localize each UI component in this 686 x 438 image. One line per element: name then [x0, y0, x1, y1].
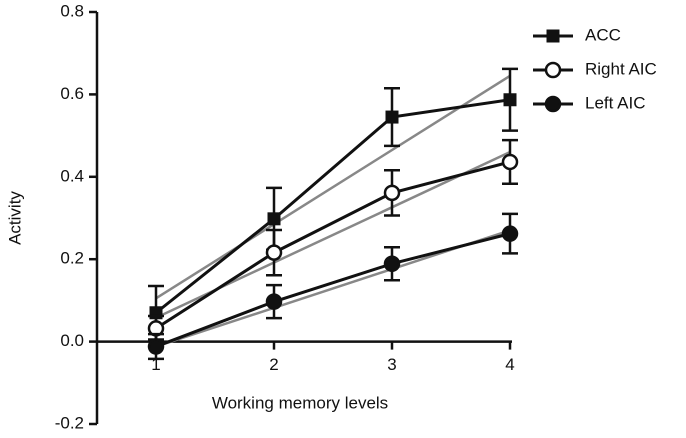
x-axis-label: Working memory levels: [212, 393, 388, 412]
marker: [501, 225, 519, 242]
legend-label: Right AIC: [585, 59, 657, 78]
marker: [503, 93, 517, 107]
marker: [385, 110, 399, 124]
marker: [383, 255, 401, 272]
marker: [265, 293, 283, 310]
y-tick-label: 0.0: [60, 331, 84, 350]
y-tick-label: -0.2: [55, 413, 84, 432]
y-tick-label: 0.8: [60, 1, 84, 20]
legend-label: ACC: [585, 25, 621, 44]
marker: [501, 153, 519, 171]
y-tick-label: 0.2: [60, 249, 84, 268]
trend-line: [155, 74, 511, 300]
series-line: [155, 232, 511, 348]
y-tick-label: 0.6: [60, 84, 84, 103]
series-line: [155, 160, 511, 330]
marker: [267, 212, 281, 226]
x-tick-label: 3: [387, 355, 396, 374]
marker: [383, 184, 401, 202]
x-tick-label: 2: [269, 355, 278, 374]
x-tick-label: 1: [151, 355, 160, 374]
series-line: [155, 98, 511, 314]
legend-marker: [546, 29, 560, 43]
marker: [147, 338, 165, 355]
y-tick-label: 0.4: [60, 166, 84, 185]
legend-marker: [544, 61, 562, 79]
x-tick-label: 4: [505, 355, 514, 374]
legend-marker: [544, 95, 562, 113]
y-axis-label: Activity: [5, 191, 24, 245]
marker: [265, 244, 283, 261]
legend-label: Left AIC: [585, 93, 645, 112]
